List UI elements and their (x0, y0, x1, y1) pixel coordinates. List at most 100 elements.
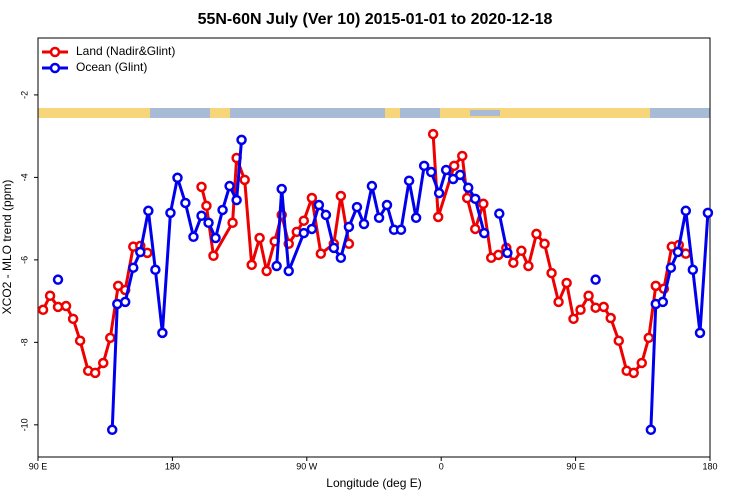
data-point (448, 160, 460, 172)
data-point (343, 221, 355, 233)
data-point (128, 262, 139, 273)
legend: Land (Nadir&Glint) Ocean (Glint) (42, 44, 175, 74)
data-point (403, 175, 415, 186)
data-point (425, 166, 437, 178)
data-point (553, 296, 564, 308)
x-axis-label: Longitude (deg E) (326, 476, 421, 490)
data-point (106, 424, 118, 436)
data-point (135, 246, 146, 258)
data-point (694, 327, 706, 339)
data-point (283, 265, 294, 277)
data-point (373, 212, 385, 224)
data-point (236, 134, 247, 146)
chart-title: 55N-60N July (Ver 10) 2015-01-01 to 2020… (198, 11, 553, 28)
data-point (67, 313, 79, 325)
data-point (74, 335, 86, 346)
x-tick-label: 0 (439, 461, 444, 471)
data-point (643, 332, 655, 344)
data-point (254, 232, 265, 244)
data-point (461, 192, 473, 204)
data-point (590, 274, 601, 285)
data-point (239, 174, 250, 186)
data-point (531, 228, 542, 240)
data-point (508, 257, 519, 269)
data-point (590, 302, 601, 313)
data-point (150, 264, 161, 276)
data-point (328, 242, 340, 254)
x-tick-label: 90 E (566, 461, 585, 471)
data-point (366, 180, 378, 192)
data-point (665, 262, 677, 273)
data-point (440, 164, 452, 176)
legend-label: Ocean (Glint) (76, 60, 147, 74)
x-tick-label: 180 (165, 461, 180, 471)
data-point (208, 250, 219, 261)
data-point (52, 274, 64, 285)
data-point (224, 180, 235, 192)
legend-label: Land (Nadir&Glint) (76, 44, 175, 58)
data-point (516, 245, 527, 257)
data-point (261, 265, 272, 277)
data-point (598, 301, 609, 313)
data-point (351, 201, 363, 213)
data-point (210, 232, 221, 244)
data-point (457, 150, 468, 162)
data-point (165, 207, 176, 219)
data-point (657, 296, 669, 308)
data-point (89, 367, 101, 379)
x-tick-label: 180 (702, 461, 717, 471)
data-point (231, 194, 242, 206)
data-point (410, 212, 422, 224)
data-point (271, 260, 282, 272)
data-point (561, 277, 572, 289)
data-point (306, 223, 318, 235)
data-point (143, 205, 154, 217)
data-point (613, 335, 625, 346)
land-ocean-strip (38, 108, 710, 118)
legend-marker (49, 62, 61, 74)
data-point (650, 280, 662, 292)
data-point (203, 217, 214, 229)
data-point (276, 183, 287, 195)
data-point (583, 290, 594, 302)
data-point (52, 301, 64, 313)
y-tick-label: -2 (19, 91, 29, 99)
data-point (539, 238, 550, 250)
data-point (672, 246, 684, 258)
data-point (196, 210, 207, 221)
data-point (298, 227, 310, 239)
data-point (432, 211, 444, 223)
y-tick-label: -4 (19, 173, 29, 181)
data-point (605, 312, 616, 324)
data-point (172, 172, 183, 184)
legend-marker (49, 46, 61, 58)
y-axis-label: XCO2 - MLO trend (ppm) (0, 180, 14, 315)
data-point (335, 190, 347, 202)
series-line (275, 164, 486, 273)
data-point (196, 181, 207, 193)
data-point (395, 224, 407, 236)
series-line (110, 139, 244, 430)
data-point (315, 248, 327, 259)
data-point (227, 217, 238, 229)
data-point (60, 300, 72, 312)
data-point (98, 357, 109, 369)
x-tick-label: 90 W (296, 461, 318, 471)
data-point (246, 259, 257, 271)
plot-frame (37, 37, 711, 458)
data-point (418, 160, 430, 172)
data-point (306, 192, 318, 204)
data-point (478, 198, 489, 210)
data-point (381, 199, 393, 211)
data-point (702, 207, 714, 219)
data-point (493, 249, 504, 261)
y-tick-label: -6 (19, 256, 29, 264)
data-point (568, 313, 579, 325)
data-point (313, 199, 325, 211)
data-point (105, 332, 116, 344)
y-tick-label: -8 (19, 338, 29, 346)
data-point (427, 128, 439, 140)
data-point (180, 197, 191, 209)
data-point (37, 304, 49, 316)
